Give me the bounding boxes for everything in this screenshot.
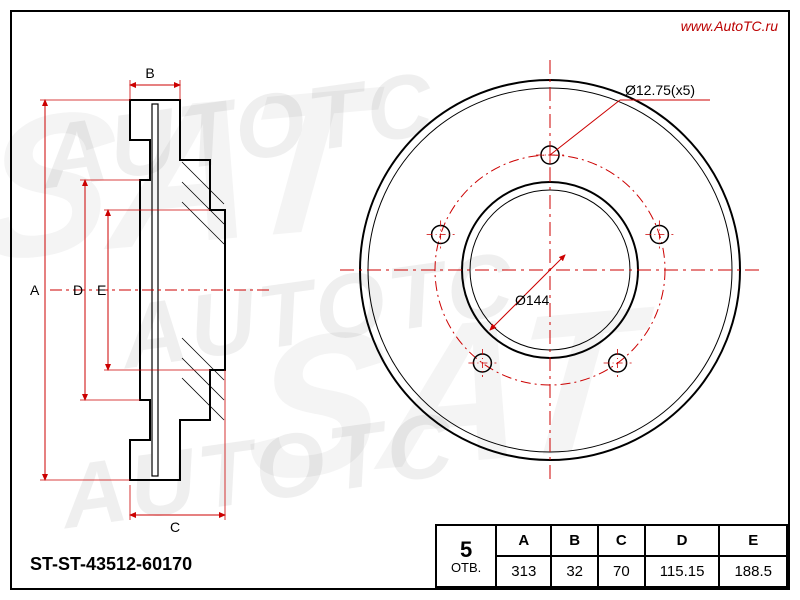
technical-drawing: A B C D E Ø144 <box>10 10 790 590</box>
dim-A: A <box>30 282 40 298</box>
col-D: D <box>645 525 720 556</box>
col-C: C <box>598 525 645 556</box>
holes-suffix: ОТВ. <box>451 561 481 574</box>
side-view: A B C D E <box>30 65 270 535</box>
bolt-hole-label: Ø12.75(x5) <box>625 82 695 98</box>
col-A: A <box>496 525 551 556</box>
watermark-url: www.AutoTC.ru <box>681 18 778 34</box>
holes-cell: 5 ОТВ. <box>436 525 496 587</box>
val-A: 313 <box>496 556 551 587</box>
val-E: 188.5 <box>719 556 787 587</box>
val-B: 32 <box>551 556 598 587</box>
dim-E: E <box>97 282 106 298</box>
holes-count: 5 <box>460 537 472 562</box>
front-view: Ø144 Ø12.75(x5) <box>340 60 760 480</box>
val-C: 70 <box>598 556 645 587</box>
dim-B: B <box>145 65 154 81</box>
center-bore-label: Ø144 <box>515 292 549 308</box>
col-E: E <box>719 525 787 556</box>
part-number: ST-ST-43512-60170 <box>30 554 192 575</box>
spec-table: 5 ОТВ. A B C D E 313 32 70 115.15 188.5 <box>435 524 788 588</box>
val-D: 115.15 <box>645 556 720 587</box>
dim-D: D <box>73 282 83 298</box>
col-B: B <box>551 525 598 556</box>
dim-C: C <box>170 519 180 535</box>
